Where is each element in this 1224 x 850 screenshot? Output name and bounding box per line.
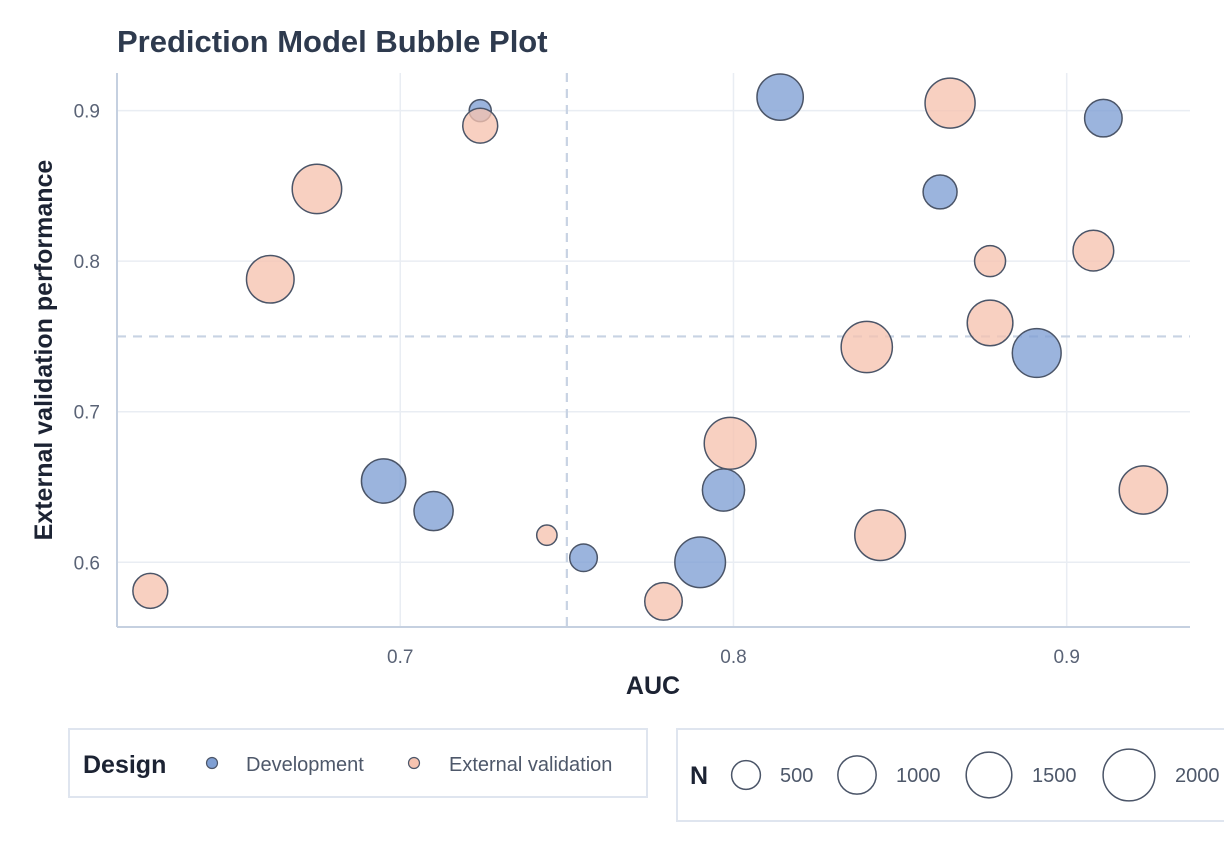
development-point xyxy=(922,174,958,210)
development-point xyxy=(1011,327,1062,379)
development-point xyxy=(413,490,454,532)
y-axis-title: External validation performance xyxy=(30,160,58,541)
size-legend-label: 2000 xyxy=(1175,765,1220,787)
plot-area: 0.7 0.8 0.9 0.6 0.7 0.8 0.9 xyxy=(74,73,1190,668)
external-validation-point xyxy=(245,254,295,304)
size-legend-key-icon xyxy=(837,755,877,795)
design-legend-title: Design xyxy=(83,751,166,779)
external-validation-point xyxy=(1118,465,1169,515)
y-tick-labels: 0.6 0.7 0.8 0.9 xyxy=(74,102,100,575)
external-validation-point xyxy=(854,509,907,562)
size-legend-label: 500 xyxy=(780,765,813,787)
external-validation-point xyxy=(966,299,1014,347)
design-legend-label: External validation xyxy=(449,754,612,776)
size-legend-label: 1500 xyxy=(1032,765,1077,787)
development-point xyxy=(568,543,599,573)
y-tick-label: 0.8 xyxy=(74,252,100,273)
design-legend-key-icon xyxy=(407,756,421,770)
size-legend-label: 1000 xyxy=(896,765,941,787)
external-validation-point xyxy=(1072,229,1115,272)
external-validation-point xyxy=(924,77,976,129)
axes xyxy=(116,73,1190,628)
chart-title: Prediction Model Bubble Plot xyxy=(117,24,548,59)
size-legend-items: 500 1000 1500 2000 xyxy=(730,748,1220,802)
development-point xyxy=(701,468,746,512)
grid-lines xyxy=(117,73,1190,627)
y-tick-label: 0.7 xyxy=(74,403,100,424)
size-legend-key-icon xyxy=(730,759,762,791)
size-legend: N 500 1000 1500 2000 xyxy=(676,728,1224,822)
external-validation-point xyxy=(703,416,757,470)
y-tick-label: 0.9 xyxy=(74,102,100,123)
x-tick-label: 0.9 xyxy=(1053,647,1079,668)
design-legend: Design Development External validation xyxy=(68,728,648,798)
development-point xyxy=(674,536,727,589)
size-legend-title: N xyxy=(690,762,708,790)
size-legend-box xyxy=(676,728,1224,822)
external-validation-point xyxy=(535,524,558,547)
x-tick-label: 0.7 xyxy=(387,647,413,668)
x-tick-label: 0.8 xyxy=(720,647,746,668)
x-tick-labels: 0.7 0.8 0.9 xyxy=(387,647,1080,668)
external-validation-point xyxy=(291,163,343,215)
development-point xyxy=(360,458,407,504)
design-legend-box xyxy=(68,728,648,798)
size-legend-key-icon xyxy=(965,751,1013,799)
development-point xyxy=(1083,98,1123,138)
development-point xyxy=(756,73,805,121)
data-points xyxy=(132,73,1169,621)
external-validation-point xyxy=(973,244,1007,278)
external-validation-point xyxy=(132,572,169,610)
x-axis-title: AUC xyxy=(626,672,680,700)
design-legend-label: Development xyxy=(246,754,364,776)
design-legend-items: Development External validation xyxy=(205,754,612,776)
size-legend-key-icon xyxy=(1102,748,1156,802)
y-tick-label: 0.6 xyxy=(74,553,100,574)
reference-lines xyxy=(117,73,1190,627)
external-validation-point xyxy=(462,107,499,144)
external-validation-point xyxy=(643,581,683,621)
design-legend-key-icon xyxy=(205,756,219,770)
external-validation-point xyxy=(840,320,894,374)
